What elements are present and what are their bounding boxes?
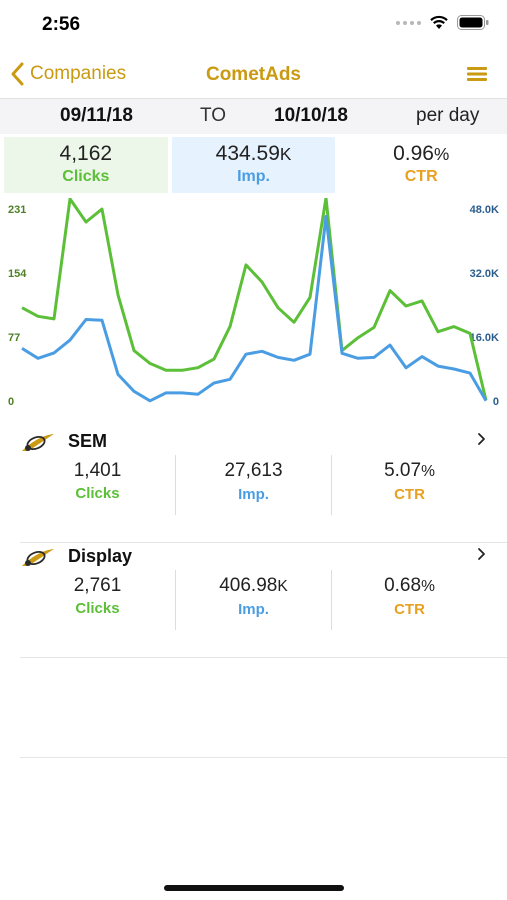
impressions-summary-card[interactable]: 434.59K Imp. [171,137,336,193]
status-bar: 2:56 [0,0,507,50]
date-range-separator: TO [200,105,227,126]
right-axis-tick: 16.0K [469,332,499,344]
wifi-icon [430,15,448,29]
clicks-label: Clicks [62,168,110,185]
campaign-clicks: 2,761 Clicks [20,570,175,630]
comet-icon [22,434,54,451]
campaign-clicks: 1,401 Clicks [20,455,175,515]
right-axis-tick: 0 [492,396,499,408]
performance-chart: 231 154 77 0 48.0K 32.0K 16.0K 0 [0,198,507,413]
navigation-bar: Companies CometAds [0,50,507,98]
campaign-row-display[interactable]: Display 2,761 Clicks 406.98K Imp. 0.68% … [20,544,507,658]
campaign-impressions-label: Imp. [238,486,269,503]
campaign-header[interactable]: Display [20,544,487,574]
date-range-bar: 09/11/18 TO 10/10/18 per day [0,98,507,134]
battery-icon [457,15,489,30]
campaign-stats: 1,401 Clicks 27,613 Imp. 5.07% CTR [20,455,487,515]
impressions-series-line [21,214,488,403]
page-title: CometAds [205,64,301,85]
campaign-name: SEM [68,431,108,451]
campaign-impressions-value: 27,613 [224,460,283,481]
campaign-clicks-label: Clicks [75,600,120,617]
back-button-label: Companies [30,63,127,84]
start-date[interactable]: 09/11/18 [60,105,133,126]
chevron-left-icon [11,62,24,86]
comet-icon [22,549,54,566]
left-axis-tick: 77 [8,332,21,344]
campaign-impressions-label: Imp. [238,601,269,618]
cellular-signal-icon [396,20,421,25]
end-date[interactable]: 10/10/18 [274,105,348,126]
clicks-summary-card[interactable]: 4,162 Clicks [4,137,168,193]
left-axis-tick: 231 [8,204,27,216]
ctr-unit: % [433,144,450,164]
impressions-unit: K [279,144,292,164]
campaign-ctr-value: 0.68% [384,575,435,596]
campaign-clicks-label: Clicks [75,485,120,502]
impressions-label: Imp. [237,168,270,185]
ctr-total: 0.96% [393,142,450,165]
campaign-ctr-label: CTR [394,486,425,503]
chart-plot [21,198,488,403]
hamburger-menu-icon[interactable] [467,66,487,82]
campaign-ctr: 0.68% CTR [331,570,487,630]
left-axis-tick: 154 [8,268,27,280]
left-axis-tick: 0 [8,396,15,408]
campaign-ctr: 5.07% CTR [331,455,487,515]
summary-metrics: 4,162 Clicks 434.59K Imp. 0.96% CTR [4,137,504,193]
chevron-right-icon [478,548,485,560]
empty-row [20,644,507,758]
right-axis-tick: 48.0K [469,204,499,216]
right-axis-tick: 32.0K [469,268,499,280]
campaign-impressions-value: 406.98K [219,575,288,596]
campaign-clicks-value: 2,761 [73,575,122,596]
clicks-series-line [21,198,488,401]
campaign-name: Display [68,546,133,566]
campaign-ctr-label: CTR [394,601,425,618]
status-icons [396,15,489,30]
home-indicator [164,885,344,891]
chevron-right-icon [478,433,485,445]
clicks-total: 4,162 [59,142,113,165]
campaign-ctr-value: 5.07% [384,460,435,481]
campaign-header[interactable]: SEM [20,429,487,459]
ctr-label: CTR [404,168,438,185]
campaign-row-sem[interactable]: SEM 1,401 Clicks 27,613 Imp. 5.07% CTR [20,429,507,543]
status-time: 2:56 [42,14,81,35]
campaign-stats: 2,761 Clicks 406.98K Imp. 0.68% CTR [20,570,487,630]
impressions-total: 434.59K [215,142,292,165]
campaign-impressions: 406.98K Imp. [175,570,331,630]
period-selector[interactable]: per day [416,105,480,126]
campaign-impressions: 27,613 Imp. [175,455,331,515]
ctr-summary-card[interactable]: 0.96% CTR [339,137,504,193]
back-button[interactable]: Companies [10,62,126,86]
campaign-clicks-value: 1,401 [73,460,122,481]
